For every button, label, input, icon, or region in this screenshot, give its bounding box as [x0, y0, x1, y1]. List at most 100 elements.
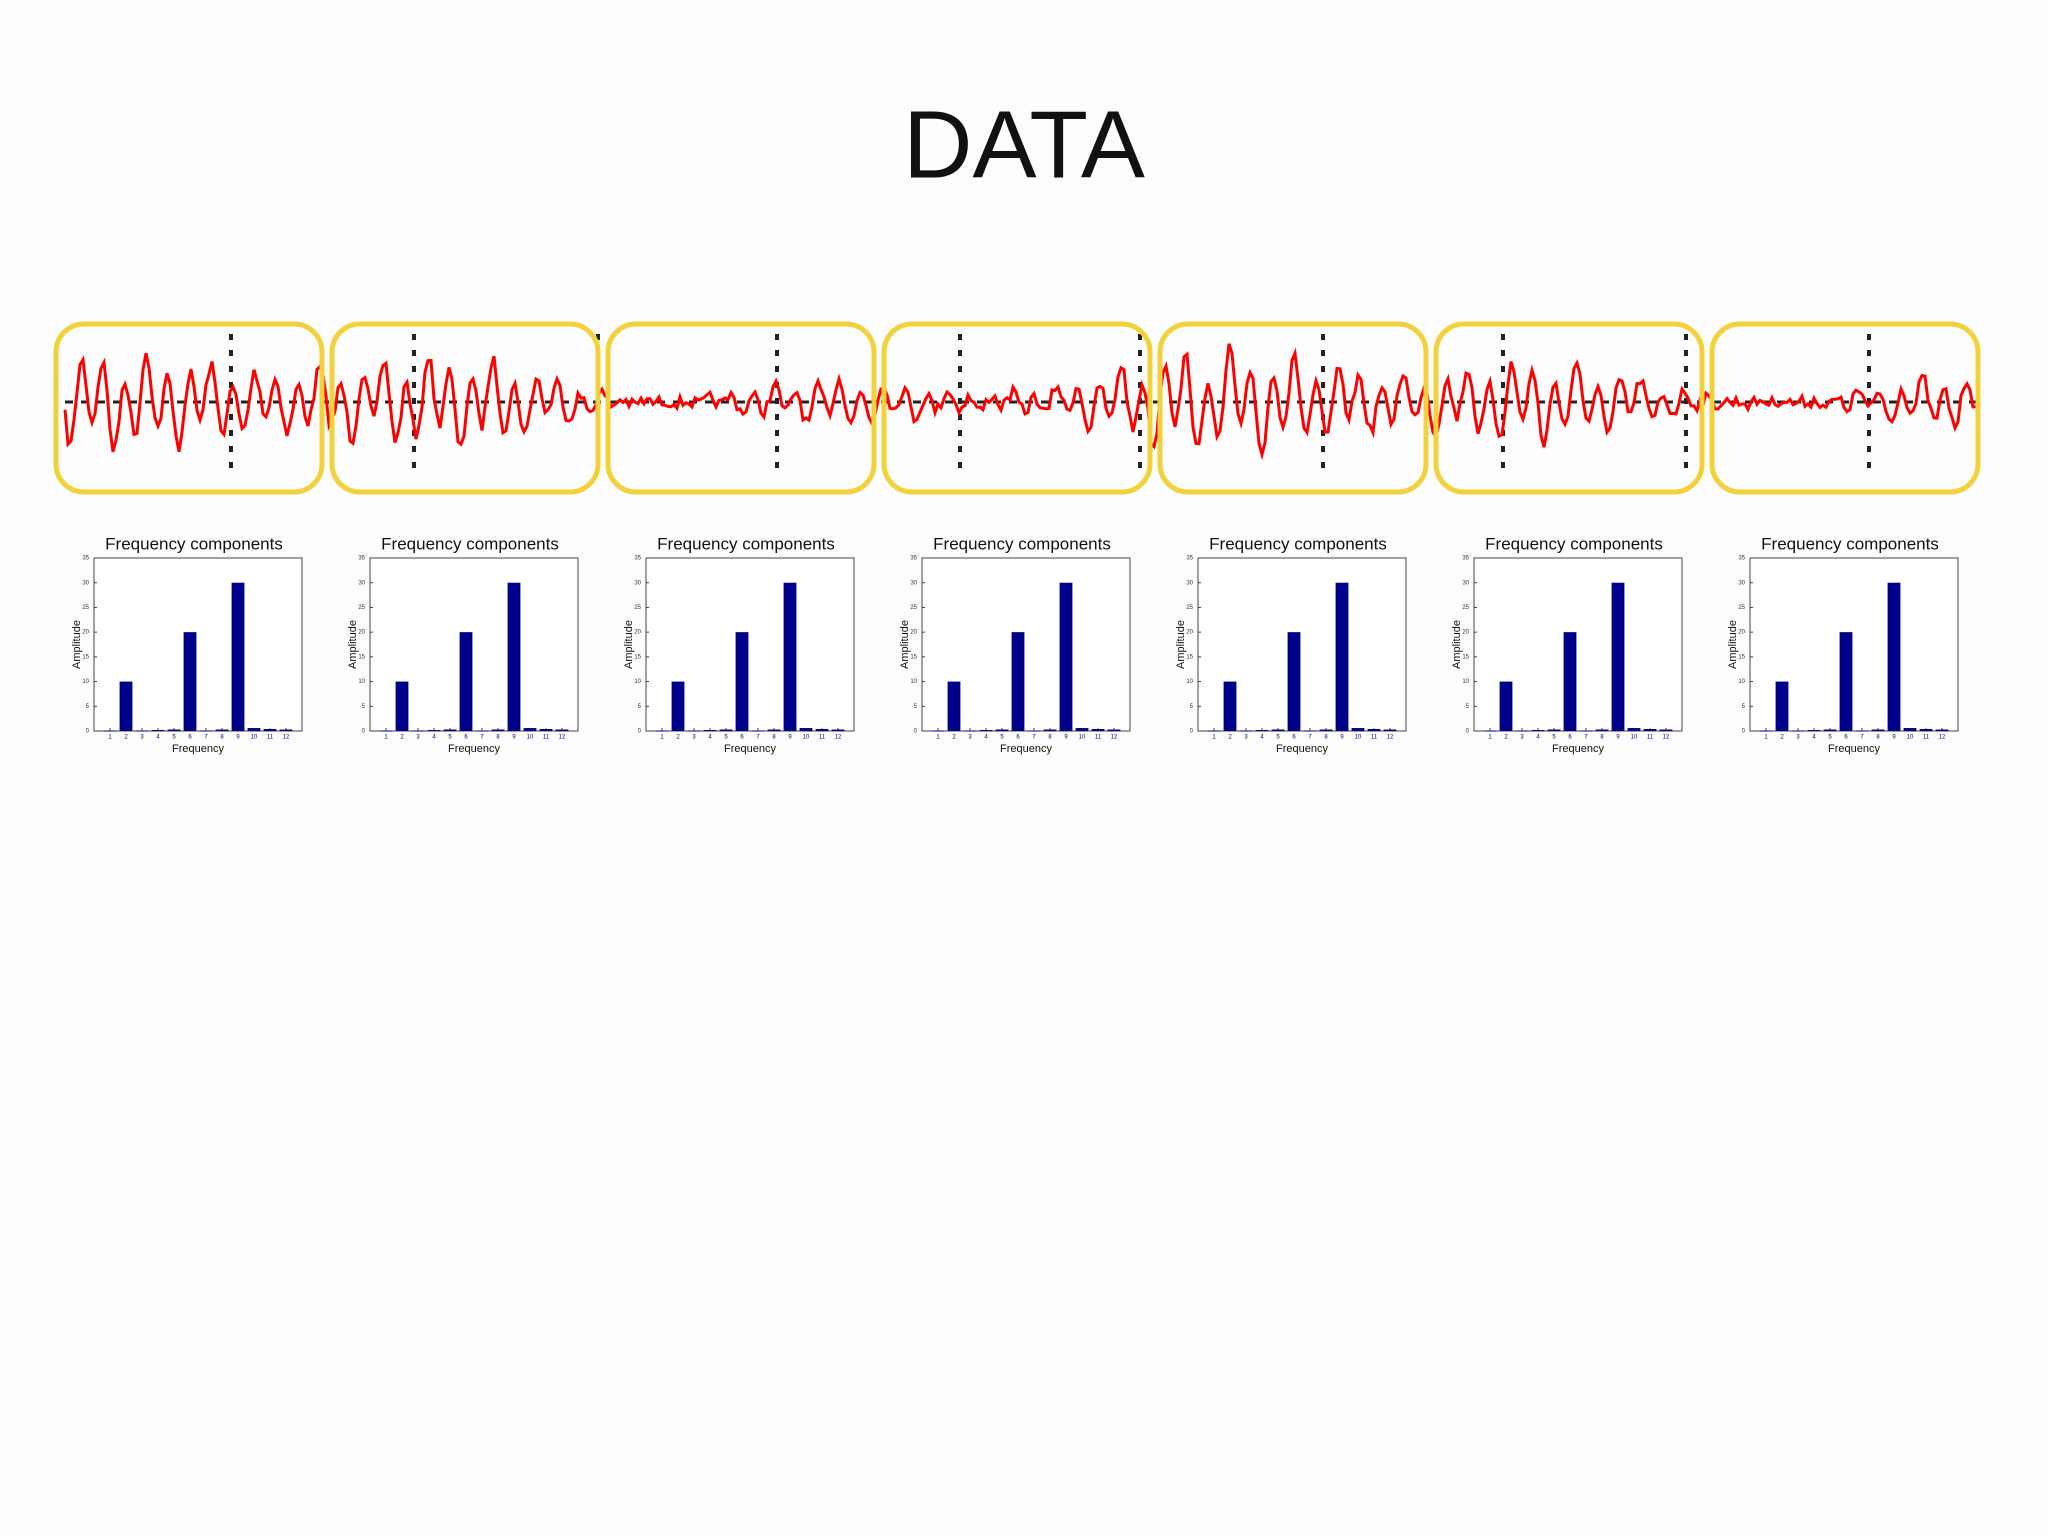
bar — [767, 729, 781, 731]
x-tick-label: 10 — [1355, 735, 1362, 741]
y-tick-label: 5 — [914, 704, 918, 710]
x-tick-label: 6 — [740, 735, 744, 741]
y-tick-label: 30 — [358, 580, 365, 586]
bar — [411, 730, 425, 732]
chart-title: Frequency components — [1761, 534, 1939, 553]
x-tick-label: 11 — [543, 735, 550, 741]
bar — [671, 681, 685, 731]
x-tick-label: 3 — [416, 735, 420, 741]
x-tick-label: 2 — [1228, 735, 1232, 741]
bar — [1919, 729, 1933, 731]
x-tick-label: 2 — [952, 735, 956, 741]
x-tick-label: 1 — [936, 735, 940, 741]
bar — [539, 729, 553, 731]
bar — [1483, 730, 1497, 732]
x-tick-label: 5 — [1000, 735, 1004, 741]
x-tick-label: 1 — [1212, 735, 1216, 741]
bar — [1807, 730, 1821, 732]
bar — [263, 729, 277, 731]
bar — [459, 632, 473, 731]
x-tick-label: 10 — [1631, 735, 1638, 741]
x-tick-label: 11 — [1923, 735, 1930, 741]
x-tick-label: 4 — [156, 735, 160, 741]
y-tick-label: 15 — [1186, 654, 1193, 660]
bar — [1515, 730, 1529, 732]
bar — [1775, 681, 1789, 731]
y-tick-label: 20 — [1186, 630, 1193, 636]
x-tick-label: 9 — [512, 735, 516, 741]
y-tick-label: 25 — [1462, 605, 1469, 611]
bar — [703, 730, 717, 732]
y-tick-label: 10 — [1186, 679, 1193, 685]
x-tick-label: 4 — [1536, 735, 1540, 741]
bar — [1383, 729, 1397, 731]
y-tick-label: 0 — [1466, 729, 1470, 735]
x-tick-label: 8 — [1048, 735, 1052, 741]
segment-box — [605, 321, 877, 495]
x-tick-label: 12 — [559, 735, 566, 741]
x-tick-label: 8 — [1600, 735, 1604, 741]
segment-box — [881, 321, 1153, 495]
y-tick-label: 10 — [910, 679, 917, 685]
chart-title: Frequency components — [933, 534, 1111, 553]
bar — [1871, 729, 1885, 731]
bar — [395, 681, 409, 731]
y-axis-label: Amplitude — [1727, 620, 1739, 669]
y-tick-label: 20 — [82, 630, 89, 636]
x-axis-label: Frequency — [1552, 743, 1604, 755]
bar — [1335, 582, 1349, 731]
x-tick-label: 2 — [1780, 735, 1784, 741]
x-tick-label: 8 — [220, 735, 224, 741]
x-tick-label: 5 — [724, 735, 728, 741]
y-tick-label: 0 — [1190, 729, 1194, 735]
y-tick-label: 0 — [86, 729, 90, 735]
x-tick-label: 3 — [1796, 735, 1800, 741]
chart-title: Frequency components — [381, 534, 559, 553]
x-tick-label: 6 — [1292, 735, 1296, 741]
bar — [1043, 729, 1057, 731]
x-tick-label: 3 — [140, 735, 144, 741]
chart-title: Frequency components — [1485, 534, 1663, 553]
y-tick-label: 20 — [634, 630, 641, 636]
bar — [1271, 729, 1285, 731]
y-tick-label: 35 — [1186, 556, 1193, 562]
segment-box — [329, 321, 601, 495]
y-axis-label: Amplitude — [623, 620, 635, 669]
y-tick-label: 5 — [362, 704, 366, 710]
bar — [1107, 729, 1121, 731]
x-tick-label: 12 — [835, 735, 842, 741]
x-tick-label: 6 — [1568, 735, 1572, 741]
y-tick-label: 15 — [634, 654, 641, 660]
x-tick-label: 7 — [756, 735, 760, 741]
bar — [995, 729, 1009, 731]
bar — [1059, 582, 1073, 731]
y-tick-label: 5 — [1466, 704, 1470, 710]
bar — [507, 582, 521, 731]
bar — [475, 730, 489, 732]
bar — [103, 730, 117, 732]
x-tick-label: 11 — [1647, 735, 1654, 741]
bar — [135, 730, 149, 732]
bar — [555, 729, 569, 731]
bar — [1531, 730, 1545, 732]
x-tick-label: 7 — [1308, 735, 1312, 741]
bar — [231, 582, 245, 731]
bar — [799, 728, 813, 731]
y-tick-label: 35 — [634, 556, 641, 562]
x-tick-label: 9 — [1064, 735, 1068, 741]
y-tick-label: 20 — [1462, 630, 1469, 636]
y-axis-label: Amplitude — [71, 620, 83, 669]
x-tick-label: 11 — [1095, 735, 1102, 741]
y-tick-label: 10 — [634, 679, 641, 685]
bar — [1643, 729, 1657, 731]
bar — [119, 681, 133, 731]
y-tick-label: 35 — [1462, 556, 1469, 562]
y-tick-label: 5 — [1742, 704, 1746, 710]
x-tick-label: 4 — [984, 735, 988, 741]
y-tick-label: 30 — [1738, 580, 1745, 586]
x-tick-label: 4 — [708, 735, 712, 741]
y-axis-label: Amplitude — [899, 620, 911, 669]
y-axis-label: Amplitude — [1451, 620, 1463, 669]
